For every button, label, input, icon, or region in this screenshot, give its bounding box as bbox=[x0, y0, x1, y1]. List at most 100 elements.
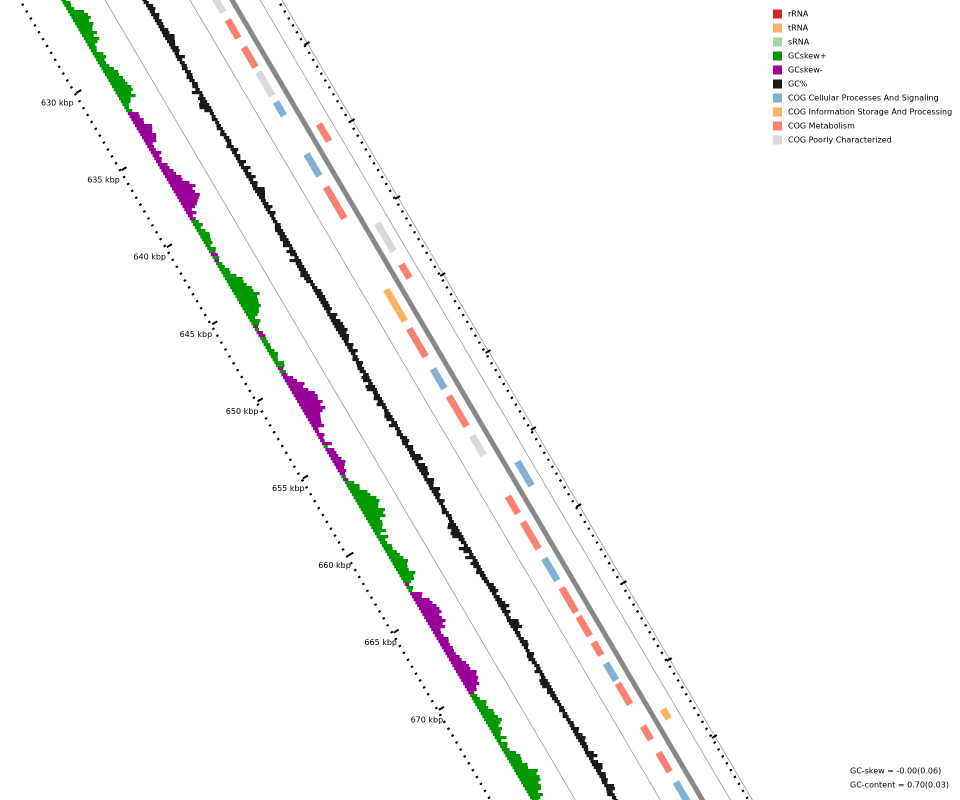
legend-label: GC% bbox=[788, 80, 808, 89]
gc-content bbox=[350, 352, 356, 356]
gc-content bbox=[235, 157, 241, 161]
gc-skew-negative bbox=[189, 217, 196, 221]
gc-skew-negative bbox=[147, 145, 154, 149]
gc-content bbox=[569, 724, 575, 728]
gc-skew-negative bbox=[429, 625, 446, 629]
gc-skew-positive bbox=[344, 481, 355, 485]
gc-content bbox=[373, 397, 382, 401]
gc-skew-negative bbox=[450, 661, 467, 665]
gc-content bbox=[237, 160, 246, 164]
gc-skew-positive bbox=[209, 250, 216, 254]
gc-content bbox=[463, 550, 472, 554]
gc-content bbox=[612, 796, 617, 800]
gc-content bbox=[265, 208, 271, 212]
gc-content bbox=[313, 289, 322, 293]
gene bbox=[558, 585, 580, 615]
gc-skew-positive bbox=[341, 475, 346, 479]
legend: rRNA tRNA sRNA GCskew+ GCskew- GC% COG Cellula… bbox=[773, 9, 952, 145]
gc-skew-positive bbox=[358, 505, 379, 509]
gc-skew-negative bbox=[171, 187, 193, 191]
scale-label: 670 kbp bbox=[411, 715, 444, 724]
gc-skew-negative bbox=[295, 397, 318, 401]
gc-content bbox=[586, 754, 598, 758]
gc-content bbox=[476, 568, 483, 572]
gc-skew-negative bbox=[187, 214, 193, 218]
gc-content bbox=[365, 385, 376, 389]
gc-skew-positive bbox=[94, 55, 107, 59]
gc-skew-positive bbox=[480, 712, 495, 716]
gc-content bbox=[506, 616, 511, 620]
gc-skew-positive bbox=[323, 445, 328, 449]
major-tick bbox=[302, 474, 309, 480]
gc-skew-positive bbox=[122, 103, 129, 107]
gc-content bbox=[447, 517, 453, 521]
gc-skew-negative bbox=[164, 175, 182, 179]
gc-skew-positive bbox=[489, 727, 502, 731]
gc-skew-negative bbox=[136, 127, 153, 131]
gc-content bbox=[246, 175, 256, 179]
gene bbox=[398, 262, 413, 280]
gc-skew-positive bbox=[346, 484, 360, 488]
gc-content bbox=[591, 763, 603, 767]
major-tick bbox=[349, 118, 356, 123]
gc-skew-negative bbox=[452, 664, 470, 668]
gc-content bbox=[352, 355, 358, 359]
gc-content bbox=[447, 526, 459, 530]
gc-content bbox=[446, 514, 452, 518]
gc-content bbox=[388, 424, 398, 428]
gc-skew-positive bbox=[367, 520, 383, 524]
gc-skew-positive bbox=[223, 274, 237, 278]
gc-content bbox=[500, 607, 507, 611]
gc-content bbox=[458, 538, 465, 542]
gc-skew-positive bbox=[503, 751, 516, 755]
gc-content bbox=[424, 478, 435, 482]
gc-content bbox=[426, 481, 434, 485]
gc-skew-positive bbox=[351, 493, 371, 497]
gc-content bbox=[536, 667, 541, 671]
legend-label: rRNA bbox=[788, 10, 809, 19]
gc-skew-negative bbox=[328, 454, 339, 458]
gc-content bbox=[513, 628, 519, 632]
gc-content bbox=[557, 703, 562, 707]
gc-content bbox=[220, 130, 225, 134]
gc-content bbox=[604, 784, 614, 788]
gc-skew-positive bbox=[500, 745, 508, 749]
legend-swatch bbox=[773, 23, 782, 33]
gc-skew-positive bbox=[62, 1, 71, 5]
gc-skew-positive bbox=[90, 49, 97, 53]
gc-content bbox=[282, 241, 291, 245]
gc-content bbox=[327, 313, 338, 317]
gc-content bbox=[172, 49, 180, 53]
gc-content bbox=[407, 448, 414, 452]
gc-content bbox=[149, 10, 155, 14]
gc-skew-negative bbox=[304, 412, 321, 416]
gc-skew-positive bbox=[406, 586, 414, 590]
gene bbox=[224, 18, 242, 40]
gc-content bbox=[429, 487, 441, 491]
gene bbox=[445, 394, 470, 429]
gc-skew-negative bbox=[131, 118, 144, 122]
gc-content bbox=[322, 304, 330, 308]
gc-content bbox=[590, 760, 599, 764]
gc-skew-positive bbox=[524, 787, 541, 791]
gc-content bbox=[435, 496, 440, 500]
gc-content bbox=[583, 748, 589, 752]
gc-content bbox=[170, 46, 179, 50]
gc-content bbox=[204, 109, 213, 113]
major-tick bbox=[438, 705, 445, 711]
gc-content bbox=[377, 400, 384, 404]
gc-skew-negative bbox=[464, 685, 477, 689]
gc-content bbox=[191, 91, 203, 95]
gc-content bbox=[372, 391, 379, 395]
legend-label: COG Information Storage And Processing bbox=[788, 108, 952, 117]
gc-content bbox=[253, 187, 265, 191]
gc-content bbox=[574, 733, 583, 737]
gc-skew-positive bbox=[113, 88, 133, 92]
gc-content bbox=[289, 259, 302, 263]
major-tick bbox=[666, 657, 673, 662]
gc-skew-negative bbox=[306, 415, 321, 419]
gene bbox=[590, 640, 605, 657]
gc-skew-positive bbox=[224, 277, 243, 281]
gc-skew-negative bbox=[459, 676, 479, 680]
gc-skew-negative bbox=[434, 634, 444, 638]
